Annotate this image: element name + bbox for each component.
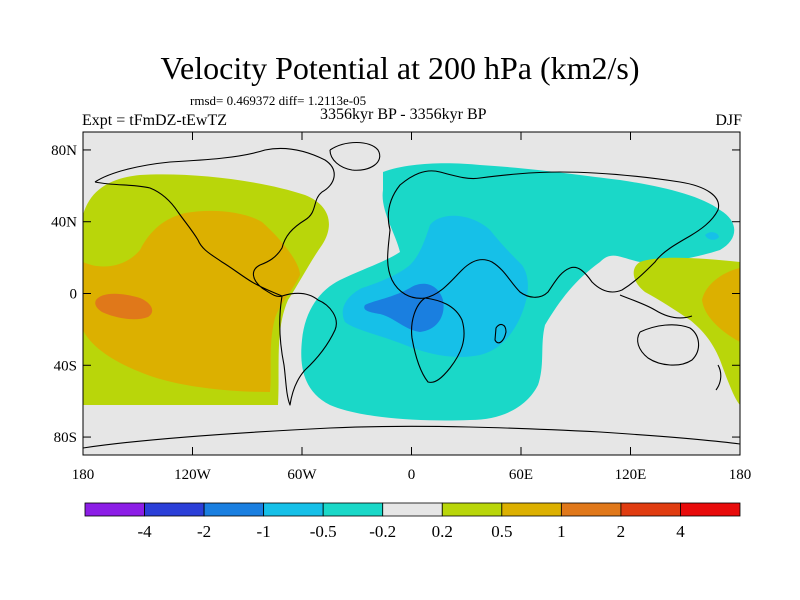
- contour-fills: [83, 141, 740, 449]
- x-tick-label: 120E: [615, 467, 647, 483]
- region-pacific-max: [95, 293, 153, 320]
- y-tick-label: 80N: [51, 143, 77, 159]
- colorbar-swatch: [382, 502, 443, 517]
- y-tick-label: 40S: [54, 358, 77, 374]
- colorbar-swatch: [560, 502, 622, 517]
- y-tick-label: 80S: [54, 430, 77, 446]
- colorbar-label: -0.2: [369, 522, 396, 541]
- colorbar-label: 2: [617, 522, 626, 541]
- colorbar-label: 0.2: [432, 522, 453, 541]
- x-tick-label: 60W: [287, 467, 317, 483]
- y-axis: 80N 40N 0 40S 80S: [51, 143, 740, 446]
- colorbar-label: -1: [257, 522, 271, 541]
- colorbar-label: 1: [557, 522, 566, 541]
- x-tick-label: 0: [408, 467, 416, 483]
- region-pacific-core: [83, 210, 300, 392]
- colorbar-swatch: [620, 502, 681, 517]
- colorbar-label: -0.5: [310, 522, 337, 541]
- left-subtitle: Expt = tFmDZ-tEwTZ: [82, 112, 228, 129]
- coastlines: [83, 141, 740, 449]
- right-subtitle: DJF: [715, 112, 742, 129]
- region-pacific-positive-west-edge: [83, 220, 90, 245]
- colorbar-label: 4: [676, 522, 685, 541]
- region-africa-min: [364, 283, 444, 332]
- region-africa-core: [342, 215, 528, 357]
- x-tick-label: 180: [729, 467, 752, 483]
- y-tick-label: 0: [70, 287, 78, 303]
- colorbar-swatch: [501, 502, 562, 517]
- colorbar-swatch: [263, 502, 324, 517]
- colorbar-swatch: [144, 502, 205, 517]
- region-west-pacific-core: [702, 268, 740, 342]
- x-tick-label: 60E: [509, 467, 533, 483]
- colorbar-label: -2: [197, 522, 211, 541]
- x-tick-label: 120W: [174, 467, 212, 483]
- colorbar-label: 0.5: [491, 522, 512, 541]
- colorbar-swatch: [322, 502, 384, 517]
- colorbar-swatch: [680, 502, 741, 517]
- colorbar-swatch: [84, 502, 145, 517]
- colorbar: -4 -2 -1 -0.5 -0.2 0.2 0.5 1 2 4: [84, 502, 741, 541]
- center-subtitle: 3356kyr BP - 3356kyr BP: [320, 106, 487, 123]
- colorbar-swatch: [441, 502, 503, 517]
- chart-title: Velocity Potential at 200 hPa (km2/s): [160, 50, 640, 86]
- x-tick-label: 180: [72, 467, 95, 483]
- colorbar-label: -4: [137, 522, 152, 541]
- region-africa-core-east: [705, 232, 719, 240]
- stats-text: rmsd= 0.469372 diff= 1.2113e-05: [190, 93, 367, 108]
- x-axis: 180 120W 60W 0 60E 120E 180: [72, 132, 752, 483]
- y-tick-label: 40N: [51, 215, 77, 231]
- colorbar-swatch: [203, 502, 265, 517]
